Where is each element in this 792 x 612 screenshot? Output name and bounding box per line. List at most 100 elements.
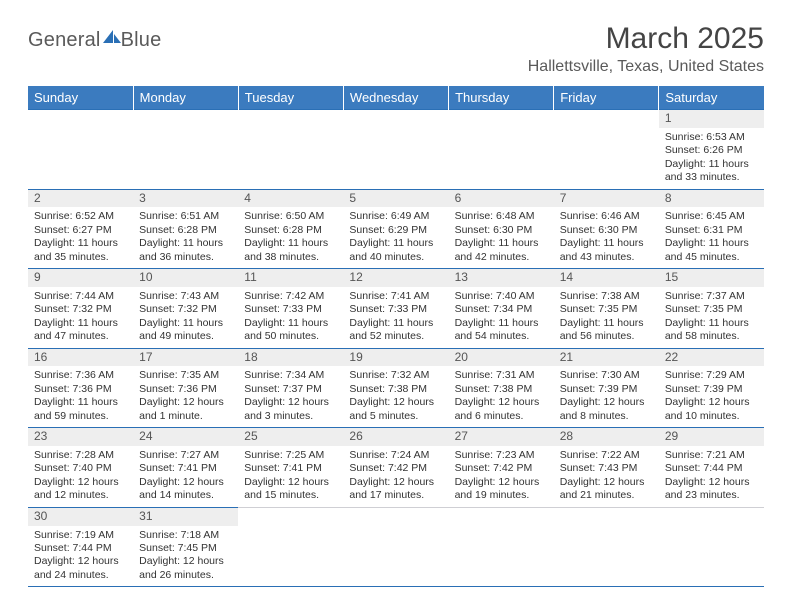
sunset-text: Sunset: 7:45 PM [139,542,232,555]
empty-cell [554,507,659,525]
sunrise-text: Sunrise: 7:34 AM [244,369,337,382]
daylight-text: Daylight: 11 hours and 43 minutes. [560,237,653,264]
day-cell: Sunrise: 6:45 AMSunset: 6:31 PMDaylight:… [659,207,764,268]
sunset-text: Sunset: 7:37 PM [244,383,337,396]
sunrise-text: Sunrise: 6:48 AM [455,210,548,223]
day-number: 10 [133,269,238,287]
sunrise-text: Sunrise: 6:46 AM [560,210,653,223]
day-cell: Sunrise: 6:48 AMSunset: 6:30 PMDaylight:… [449,207,554,268]
day-cell: Sunrise: 7:21 AMSunset: 7:44 PMDaylight:… [659,446,764,507]
sail-icon [101,28,123,46]
daylight-text: Daylight: 12 hours and 26 minutes. [139,555,232,582]
sunset-text: Sunset: 7:39 PM [665,383,758,396]
day-cell: Sunrise: 7:37 AMSunset: 7:35 PMDaylight:… [659,287,764,348]
sunrise-text: Sunrise: 7:27 AM [139,449,232,462]
daylight-text: Daylight: 12 hours and 19 minutes. [455,476,548,503]
day-cell: Sunrise: 7:22 AMSunset: 7:43 PMDaylight:… [554,446,659,507]
weekday-header: Tuesday [238,86,343,110]
calendar-body: 1Sunrise: 6:53 AMSunset: 6:26 PMDaylight… [28,110,764,587]
empty-cell [554,526,659,587]
daylight-text: Daylight: 11 hours and 33 minutes. [665,158,758,185]
day-cell: Sunrise: 7:34 AMSunset: 7:37 PMDaylight:… [238,366,343,427]
sunset-text: Sunset: 7:35 PM [560,303,653,316]
month-title: March 2025 [528,22,764,56]
sunrise-text: Sunrise: 7:31 AM [455,369,548,382]
sunset-text: Sunset: 7:40 PM [34,462,127,475]
sunset-text: Sunset: 6:26 PM [665,144,758,157]
sunrise-text: Sunrise: 7:23 AM [455,449,548,462]
day-number: 23 [28,428,133,446]
empty-cell [133,110,238,128]
day-cell: Sunrise: 7:38 AMSunset: 7:35 PMDaylight:… [554,287,659,348]
weekday-header: Saturday [659,86,764,110]
day-cell: Sunrise: 7:27 AMSunset: 7:41 PMDaylight:… [133,446,238,507]
sunrise-text: Sunrise: 7:24 AM [349,449,442,462]
daylight-text: Daylight: 12 hours and 15 minutes. [244,476,337,503]
day-number: 30 [28,507,133,525]
day-number: 6 [449,189,554,207]
daylight-text: Daylight: 11 hours and 38 minutes. [244,237,337,264]
daynum-row: 23242526272829 [28,428,764,446]
day-number: 20 [449,348,554,366]
day-number: 13 [449,269,554,287]
daylight-text: Daylight: 12 hours and 17 minutes. [349,476,442,503]
sunset-text: Sunset: 6:30 PM [560,224,653,237]
sunset-text: Sunset: 7:42 PM [349,462,442,475]
day-number: 22 [659,348,764,366]
day-number: 28 [554,428,659,446]
day-number: 11 [238,269,343,287]
sunset-text: Sunset: 7:43 PM [560,462,653,475]
weekday-header: Sunday [28,86,133,110]
day-number: 18 [238,348,343,366]
empty-cell [343,526,448,587]
sunset-text: Sunset: 7:38 PM [349,383,442,396]
sunrise-text: Sunrise: 6:53 AM [665,131,758,144]
empty-cell [449,110,554,128]
sunrise-text: Sunrise: 7:28 AM [34,449,127,462]
day-number: 14 [554,269,659,287]
day-number: 1 [659,110,764,128]
content-row: Sunrise: 6:53 AMSunset: 6:26 PMDaylight:… [28,128,764,189]
day-cell: Sunrise: 7:28 AMSunset: 7:40 PMDaylight:… [28,446,133,507]
sunset-text: Sunset: 7:44 PM [34,542,127,555]
sunset-text: Sunset: 6:28 PM [244,224,337,237]
daylight-text: Daylight: 12 hours and 14 minutes. [139,476,232,503]
sunrise-text: Sunrise: 7:42 AM [244,290,337,303]
day-cell: Sunrise: 6:49 AMSunset: 6:29 PMDaylight:… [343,207,448,268]
daylight-text: Daylight: 12 hours and 5 minutes. [349,396,442,423]
brand-word1: General [28,29,101,52]
content-row: Sunrise: 7:36 AMSunset: 7:36 PMDaylight:… [28,366,764,427]
sunrise-text: Sunrise: 6:49 AM [349,210,442,223]
day-cell: Sunrise: 7:30 AMSunset: 7:39 PMDaylight:… [554,366,659,427]
day-number: 29 [659,428,764,446]
sunrise-text: Sunrise: 7:18 AM [139,529,232,542]
empty-cell [554,128,659,189]
sunset-text: Sunset: 6:31 PM [665,224,758,237]
daylight-text: Daylight: 12 hours and 3 minutes. [244,396,337,423]
page-header: General Blue March 2025 Hallettsville, T… [28,22,764,82]
day-cell: Sunrise: 6:51 AMSunset: 6:28 PMDaylight:… [133,207,238,268]
sunrise-text: Sunrise: 7:35 AM [139,369,232,382]
daynum-row: 9101112131415 [28,269,764,287]
day-cell: Sunrise: 7:43 AMSunset: 7:32 PMDaylight:… [133,287,238,348]
day-number: 9 [28,269,133,287]
day-cell: Sunrise: 6:46 AMSunset: 6:30 PMDaylight:… [554,207,659,268]
title-block: March 2025 Hallettsville, Texas, United … [528,22,764,82]
sunset-text: Sunset: 7:32 PM [34,303,127,316]
day-number: 4 [238,189,343,207]
sunset-text: Sunset: 7:39 PM [560,383,653,396]
sunrise-text: Sunrise: 7:19 AM [34,529,127,542]
sunrise-text: Sunrise: 7:32 AM [349,369,442,382]
sunset-text: Sunset: 6:28 PM [139,224,232,237]
daylight-text: Daylight: 11 hours and 47 minutes. [34,317,127,344]
empty-cell [554,110,659,128]
sunrise-text: Sunrise: 7:44 AM [34,290,127,303]
daynum-row: 16171819202122 [28,348,764,366]
daynum-row: 1 [28,110,764,128]
day-number: 16 [28,348,133,366]
day-cell: Sunrise: 7:44 AMSunset: 7:32 PMDaylight:… [28,287,133,348]
day-cell: Sunrise: 7:36 AMSunset: 7:36 PMDaylight:… [28,366,133,427]
day-number: 25 [238,428,343,446]
daynum-row: 3031 [28,507,764,525]
content-row: Sunrise: 7:19 AMSunset: 7:44 PM Daylight:… [28,526,764,587]
